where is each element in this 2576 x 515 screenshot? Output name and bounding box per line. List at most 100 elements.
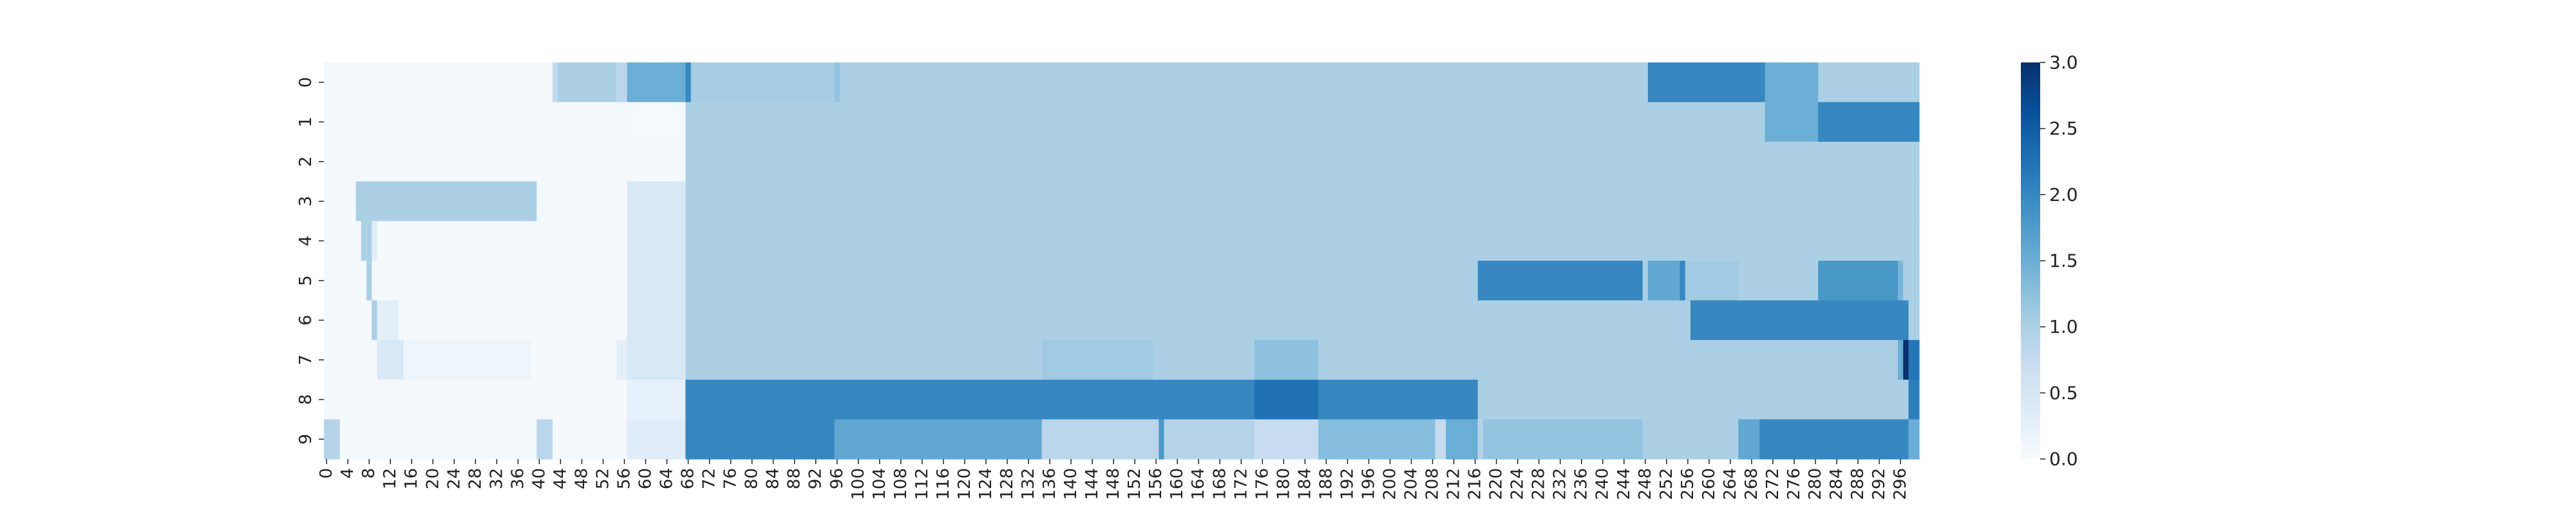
x-tick-label: 288 xyxy=(1848,468,1868,500)
x-tick-label: 156 xyxy=(1146,468,1166,500)
x-tick-label: 172 xyxy=(1231,468,1251,500)
x-tick-label: 232 xyxy=(1551,468,1570,500)
x-tick-label: 0 xyxy=(317,468,336,479)
heatmap-cell xyxy=(685,261,1479,301)
heatmap-cells xyxy=(324,62,1920,460)
heatmap-cell xyxy=(372,221,378,261)
heatmap-cell xyxy=(1680,261,1686,301)
x-tick-label: 264 xyxy=(1721,468,1740,500)
heatmap-cell xyxy=(1482,419,1643,460)
heatmap-cell xyxy=(1477,419,1484,460)
heatmap-cell xyxy=(627,261,687,301)
heatmap-cell xyxy=(398,300,628,341)
x-tick-label: 268 xyxy=(1742,468,1761,500)
x-tick-label: 240 xyxy=(1593,468,1613,500)
y-tick-label: 8 xyxy=(296,394,316,405)
heatmap-cell xyxy=(536,419,553,460)
x-tick-label: 52 xyxy=(593,468,612,489)
x-tick-label: 276 xyxy=(1785,468,1804,500)
x-tick-label: 196 xyxy=(1359,468,1378,500)
heatmap-cell xyxy=(1818,102,1920,142)
colorbar: 0.0 0.5 1.0 1.5 2.0 2.5 3.0 xyxy=(2021,52,2078,470)
heatmap-cell xyxy=(627,102,687,142)
x-tick-label: 116 xyxy=(934,468,953,500)
x-tick-label: 108 xyxy=(891,468,911,500)
colorbar-tick-label: 2.5 xyxy=(2049,118,2078,139)
x-tick-label: 8 xyxy=(359,468,379,479)
heatmap-cell xyxy=(372,300,378,341)
heatmap-cell xyxy=(324,419,341,460)
x-tick-label: 68 xyxy=(679,468,698,489)
heatmap-cell xyxy=(685,102,1766,142)
heatmap-cell xyxy=(531,340,617,380)
x-tick-label: 100 xyxy=(849,468,868,500)
x-tick-label: 4 xyxy=(338,468,357,479)
x-tick-label: 44 xyxy=(551,468,570,489)
heatmap-cell xyxy=(685,300,1691,341)
colorbar-tick-label: 1.5 xyxy=(2049,250,2078,272)
heatmap-cell xyxy=(553,419,628,460)
y-tick-label: 5 xyxy=(296,276,316,286)
x-tick-label: 76 xyxy=(721,468,741,489)
y-axis: 0 1 2 3 4 5 6 7 8 9 xyxy=(296,77,324,444)
x-tick-label: 160 xyxy=(1168,468,1187,500)
x-tick-label: 200 xyxy=(1380,468,1399,500)
heatmap-cell xyxy=(616,62,628,103)
heatmap-cell xyxy=(627,419,687,460)
heatmap-cell xyxy=(1477,379,1909,420)
x-tick-label: 188 xyxy=(1316,468,1336,500)
heatmap-cell xyxy=(366,261,372,301)
x-tick-label: 48 xyxy=(572,468,591,489)
x-tick-label: 96 xyxy=(828,468,847,489)
x-tick-label: 88 xyxy=(785,468,804,489)
heatmap-cell xyxy=(690,62,835,103)
x-tick-label: 180 xyxy=(1274,468,1293,500)
y-tick-label: 1 xyxy=(296,117,316,127)
x-tick-label: 36 xyxy=(508,468,527,489)
x-tick-label: 192 xyxy=(1338,468,1357,500)
x-tick-label: 164 xyxy=(1189,468,1208,500)
heatmap-cell xyxy=(627,379,687,420)
colorbar-tick-label: 2.0 xyxy=(2049,184,2078,205)
heatmap-cell xyxy=(1908,340,1920,380)
heatmap-cell xyxy=(685,419,835,460)
heatmap-cell xyxy=(1685,261,1739,301)
heatmap-cell xyxy=(324,379,628,420)
x-tick-label: 252 xyxy=(1657,468,1676,500)
heatmap-cell xyxy=(627,300,687,341)
heatmap-cell xyxy=(685,340,1043,380)
heatmap-cell xyxy=(685,221,1920,261)
x-tick-label: 244 xyxy=(1615,468,1634,500)
x-tick-label: 152 xyxy=(1125,468,1144,500)
heatmap-cell xyxy=(1903,340,1909,380)
heatmap-cell xyxy=(1318,340,1899,380)
x-tick-label: 16 xyxy=(402,468,421,489)
heatmap-cell xyxy=(324,102,628,142)
heatmap-cell xyxy=(1647,62,1766,103)
heatmap-cell xyxy=(324,181,357,221)
x-tick-label: 140 xyxy=(1061,468,1081,500)
x-tick-label: 124 xyxy=(976,468,996,500)
x-tick-label: 12 xyxy=(381,468,400,489)
x-tick-label: 56 xyxy=(615,468,634,489)
heatmap-cell xyxy=(1908,419,1920,460)
heatmap-cell xyxy=(1159,419,1165,460)
heatmap-cell xyxy=(1642,261,1649,301)
x-tick-label: 40 xyxy=(529,468,549,489)
x-tick-label: 236 xyxy=(1572,468,1591,500)
colorbar-ticks: 0.0 0.5 1.0 1.5 2.0 2.5 3.0 xyxy=(2040,52,2078,470)
heatmap-cell xyxy=(536,181,628,221)
heatmap-cell xyxy=(1254,379,1319,420)
heatmap-cell xyxy=(372,261,628,301)
x-tick-label: 84 xyxy=(764,468,783,489)
x-tick-label: 120 xyxy=(955,468,974,500)
colorbar-tick-label: 3.0 xyxy=(2049,52,2078,73)
x-tick-label: 168 xyxy=(1210,468,1229,500)
heatmap-cell xyxy=(1318,379,1479,420)
heatmap-cell xyxy=(324,62,553,103)
heatmap-cell xyxy=(1446,419,1479,460)
heatmap-cell xyxy=(1765,102,1819,142)
x-tick-label: 148 xyxy=(1104,468,1123,500)
heatmap-cell xyxy=(1041,340,1154,380)
